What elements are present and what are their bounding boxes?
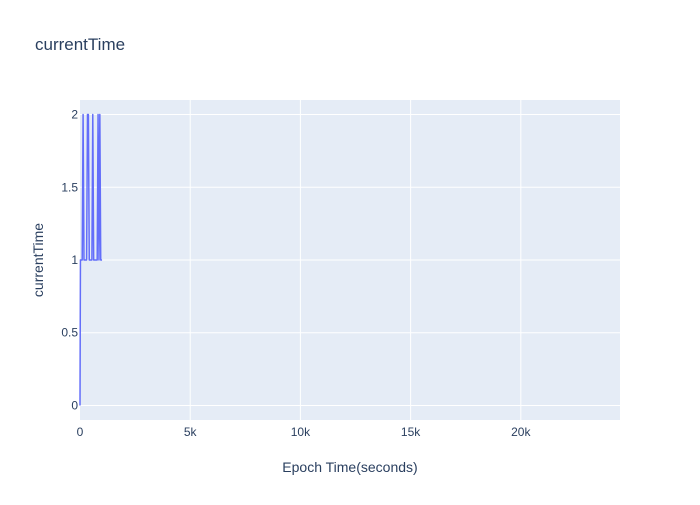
x-tick-label: 0 (77, 425, 84, 439)
x-tick-label: 15k (401, 425, 421, 439)
y-axis-ticks: 0 0.5 1 1.5 2 (61, 108, 78, 413)
chart-title: currentTime (35, 35, 125, 54)
y-tick-label: 1.5 (61, 180, 78, 194)
y-tick-label: 0.5 (61, 326, 78, 340)
x-tick-label: 5k (184, 425, 198, 439)
series-layer (79, 113, 103, 406)
x-tick-label: 10k (291, 425, 311, 439)
y-tick-label: 0 (71, 398, 78, 412)
grid-lines (80, 100, 620, 420)
x-axis-title: Epoch Time(seconds) (282, 459, 417, 475)
y-tick-label: 2 (71, 108, 78, 122)
x-tick-label: 20k (511, 425, 531, 439)
y-axis-title: currentTime (30, 223, 46, 297)
y-tick-label: 1 (71, 253, 78, 267)
series-line (79, 113, 103, 406)
x-axis-ticks: 0 5k 10k 15k 20k (77, 425, 532, 439)
